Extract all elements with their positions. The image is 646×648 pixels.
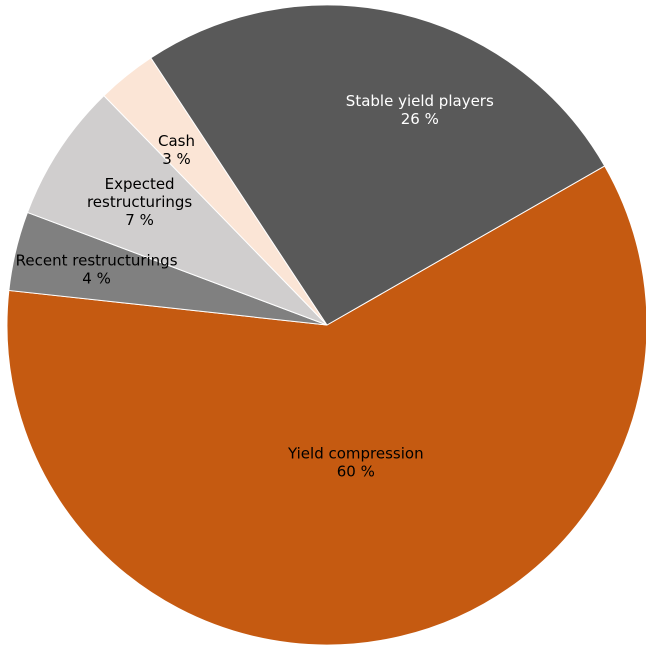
slice-name-label: Expected xyxy=(105,175,175,193)
pie-slices xyxy=(6,4,646,646)
pie-slice-yield-compression xyxy=(6,165,646,646)
slice-value-label: 4 % xyxy=(82,270,111,288)
slice-name-label: Cash xyxy=(158,132,195,150)
slice-value-label: 60 % xyxy=(337,462,375,480)
slice-value-label: 3 % xyxy=(162,150,191,168)
pie-slice-expected-restructurings xyxy=(26,94,328,326)
slice-name-label: Yield compression xyxy=(287,444,424,462)
slice-value-label: 26 % xyxy=(401,110,439,128)
pie-slice-stable-yield-players xyxy=(150,4,606,326)
slice-name-label: restructurings xyxy=(87,193,192,211)
slice-value-label: 7 % xyxy=(125,211,154,229)
slice-name-label: Stable yield players xyxy=(346,92,494,110)
slice-name-label: Recent restructurings xyxy=(16,252,178,270)
